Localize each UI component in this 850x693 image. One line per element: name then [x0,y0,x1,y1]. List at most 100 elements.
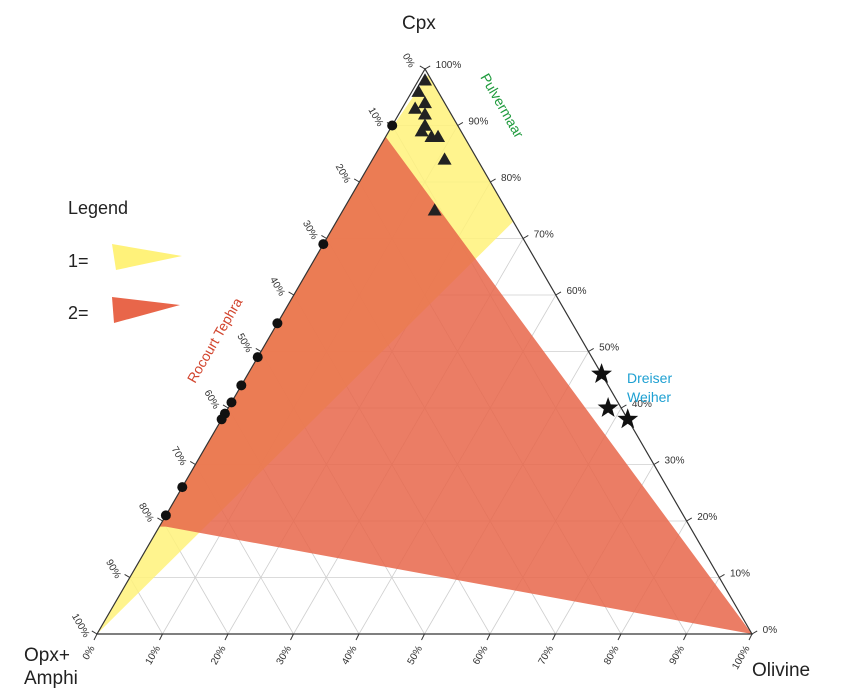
legend-swatch-2 [112,297,180,323]
tick-mark-right [686,517,693,522]
tick-label-left: 70% [169,445,189,468]
point-triangle [437,152,452,165]
tick-mark-right [424,65,431,70]
tick-mark-right [490,178,496,183]
tick-label-left: 20% [333,162,353,185]
tick-mark-bottom [683,633,687,641]
tick-label-bottom: 10% [144,644,164,667]
point-triangle [417,73,432,86]
annotation-dreiser: Dreiser [627,370,672,386]
tick-mark-left [124,574,131,578]
tick-mark-left [321,235,327,239]
point-circle [318,239,329,250]
tick-label-bottom: 60% [471,644,491,667]
tick-label-right: 60% [566,286,586,297]
vertex-label-bottom-left-line1: Opx+ [24,645,70,666]
tick-mark-right [620,404,627,409]
point-triangle [417,107,432,120]
tick-mark-left [419,65,426,70]
tick-mark-right [457,122,464,126]
point-triangle [417,95,432,109]
tick-label-left: 40% [267,275,287,298]
point-star [617,408,639,429]
tick-mark-bottom [748,633,753,641]
tick-label-bottom: 30% [275,644,295,667]
point-triangle [411,84,426,97]
tick-label-right: 20% [697,512,717,523]
tick-label-right: 80% [501,173,521,184]
tick-mark-left [189,461,196,465]
point-circle [236,380,247,391]
legend-swatch-1 [112,244,182,270]
tick-label-left: 0% [400,52,417,70]
tick-mark-right [653,461,660,465]
tick-label-left: 80% [136,501,156,524]
tick-label-right: 10% [730,568,750,579]
legend: Legend 1= 2= [68,198,182,323]
tick-label-right: 50% [599,342,619,353]
legend-title: Legend [68,198,128,218]
point-star [591,363,612,383]
point-triangle [431,129,446,143]
tick-label-right: 90% [468,116,488,127]
annotation-pulvermaar: Pulvermaar [477,71,527,141]
tick-mark-left [288,291,295,296]
tick-mark-left [255,348,262,352]
tick-mark-left [157,517,163,522]
vertex-label-bottom-right: Olivine [752,660,810,681]
point-circle [252,352,263,363]
point-star [597,397,619,417]
tick-label-left: 10% [366,106,386,129]
legend-label-2: 2= [68,303,89,323]
tick-label-left: 100% [69,612,91,640]
tick-mark-bottom [290,633,294,641]
vertex-label-top: Cpx [402,13,436,34]
tick-label-bottom: 40% [340,644,360,667]
tick-mark-bottom [355,633,360,641]
tick-label-left: 60% [202,388,222,411]
tick-mark-right [751,630,758,635]
tick-label-right: 40% [632,399,652,410]
annotation-weiher: Weiher [627,389,671,405]
tick-label-right: 0% [763,625,778,636]
tick-mark-bottom [93,633,98,641]
tick-mark-right [522,235,529,239]
data-points [160,73,639,521]
tick-label-bottom: 20% [209,644,229,667]
tick-label-right: 70% [534,229,554,240]
point-circle [226,397,237,408]
tick-mark-right [588,348,594,352]
tick-mark-left [91,630,98,635]
point-circle [387,120,398,131]
tick-mark-bottom [421,633,425,641]
point-triangle [414,124,429,137]
tick-mark-right [555,291,562,296]
point-triangle [408,101,423,114]
point-circle [160,510,171,521]
region-2 [159,136,752,635]
tick-label-left: 90% [103,558,123,581]
point-circle [177,482,188,493]
tick-label-left: 30% [300,219,320,242]
tick-label-bottom: 70% [537,644,557,667]
tick-label-right: 30% [665,455,685,466]
tick-mark-bottom [224,633,229,641]
point-circle [216,414,227,425]
tick-mark-left [222,404,229,409]
point-triangle [427,203,442,216]
tick-mark-left [353,178,360,183]
point-circle [272,318,283,329]
tick-label-bottom: 100% [730,644,752,672]
tick-mark-bottom [159,633,163,641]
tick-mark-right [719,574,725,578]
tick-mark-bottom [617,633,622,641]
tick-label-bottom: 80% [602,644,622,667]
tick-mark-bottom [486,633,491,641]
tick-label-bottom: 50% [406,644,426,667]
tick-label-bottom: 90% [668,644,688,667]
legend-label-1: 1= [68,251,89,271]
tick-label-left: 50% [234,332,254,355]
tick-mark-bottom [552,633,556,641]
vertex-label-bottom-left-line2: Amphi [24,668,78,689]
